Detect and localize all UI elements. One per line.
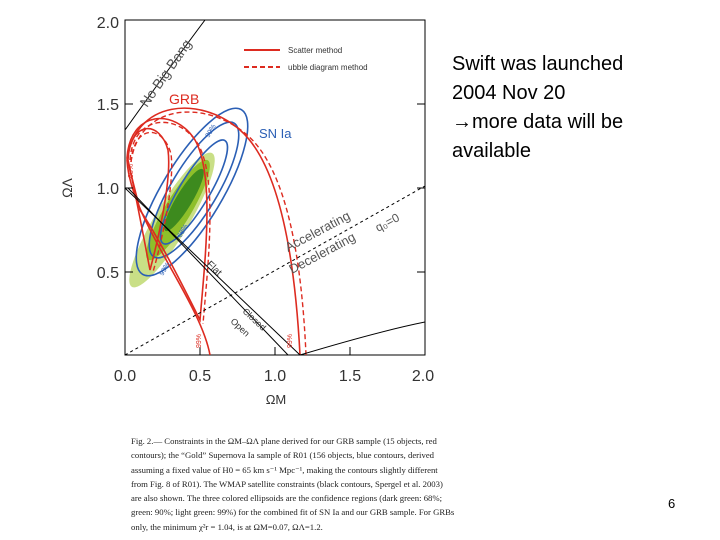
caption-line: only, the minimum χ²r = 1.04, is at ΩM=0… (131, 521, 323, 532)
y-axis-label: ΩΛ (59, 177, 75, 197)
figure-caption: Fig. 2.— Constraints in the ΩM–ΩΛ plane … (131, 434, 455, 534)
legend-solid-label: Scatter method (288, 46, 342, 55)
grb-68-contour-solid (127, 127, 170, 271)
sn-ia-label: SN Ia (259, 126, 292, 141)
x-tick-label: 1.5 (339, 368, 361, 385)
combined-68-ellipse (164, 168, 204, 232)
y-tick-label: 1.0 (97, 181, 119, 198)
x-tick-label: 1.0 (264, 368, 286, 385)
legend: Scatter method ubble diagram method (244, 46, 368, 72)
annotation-line: 2004 Nov 20 (452, 82, 566, 104)
annotation-line: available (452, 140, 531, 162)
grb-99-tag: 99% (287, 334, 294, 348)
grb-99-contour-dashed (130, 111, 307, 355)
x-tick-label: 0.5 (189, 368, 211, 385)
x-tick-label: 2.0 (412, 368, 434, 385)
recollapse-line (299, 321, 425, 355)
no-big-bang-line (125, 20, 206, 131)
caption-line: contours); the “Gold” Supernova Ia sampl… (131, 450, 435, 461)
caption-line: Fig. 2.— Constraints in the ΩM–ΩΛ plane … (131, 436, 437, 446)
y-axis: 0.5 1.0 1.5 2.0 ΩΛ (59, 15, 425, 282)
annotation-line: Swift was launched (452, 53, 624, 75)
swift-annotation: Swift was launched 2004 Nov 20 →more dat… (452, 50, 623, 166)
annotation-line: →more data will be (452, 111, 624, 133)
flat-line-wmap (127, 187, 289, 355)
grb-90-contour-dashed (129, 121, 211, 325)
caption-line: assuming a fixed value of H0 = 65 km s⁻¹… (131, 464, 438, 475)
caption-line: from Fig. 8 of R01). The WMAP satellite … (131, 478, 443, 489)
caption-line: are also shown. The three colored ellips… (131, 493, 443, 504)
caption-line: green: 90%; light green: 99%) for the co… (131, 507, 455, 518)
y-tick-label: 2.0 (97, 15, 119, 32)
y-tick-label: 1.5 (97, 97, 119, 114)
x-axis-label: ΩM (266, 392, 287, 407)
grb-68-tag: 68% (128, 164, 135, 178)
grb-label: GRB (169, 91, 199, 107)
q0-label: q₀=0 (373, 210, 402, 234)
sn-99-contour (135, 107, 249, 277)
grb-99-tag: 99% (196, 334, 203, 348)
x-tick-label: 0.0 (114, 368, 136, 385)
x-axis: 0.0 0.5 1.0 1.5 2.0 ΩM (114, 347, 434, 407)
y-tick-label: 0.5 (97, 265, 119, 282)
page-number: 6 (668, 496, 676, 511)
legend-dashed-label: ubble diagram method (288, 63, 368, 72)
